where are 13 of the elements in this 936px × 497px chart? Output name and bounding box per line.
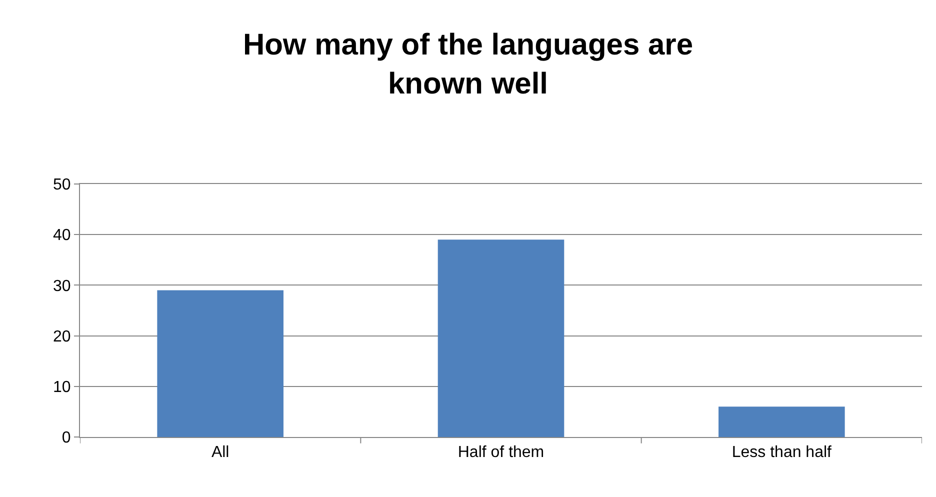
x-tick-label: All [211, 444, 230, 462]
y-tick-label: 0 [62, 430, 71, 447]
y-tick-label: 50 [53, 176, 71, 194]
y-tick-label: 40 [53, 227, 71, 244]
y-tick-label: 30 [53, 278, 71, 295]
bar [718, 406, 845, 437]
chart-title: How many of the languages are known well [242, 28, 694, 101]
y-tick-label: 20 [53, 328, 71, 346]
x-tick-label: Less than half [732, 444, 832, 462]
y-tick-label: 10 [53, 379, 71, 396]
bar [157, 290, 284, 437]
bar [438, 240, 564, 437]
x-tick-label: Half of them [458, 444, 544, 462]
